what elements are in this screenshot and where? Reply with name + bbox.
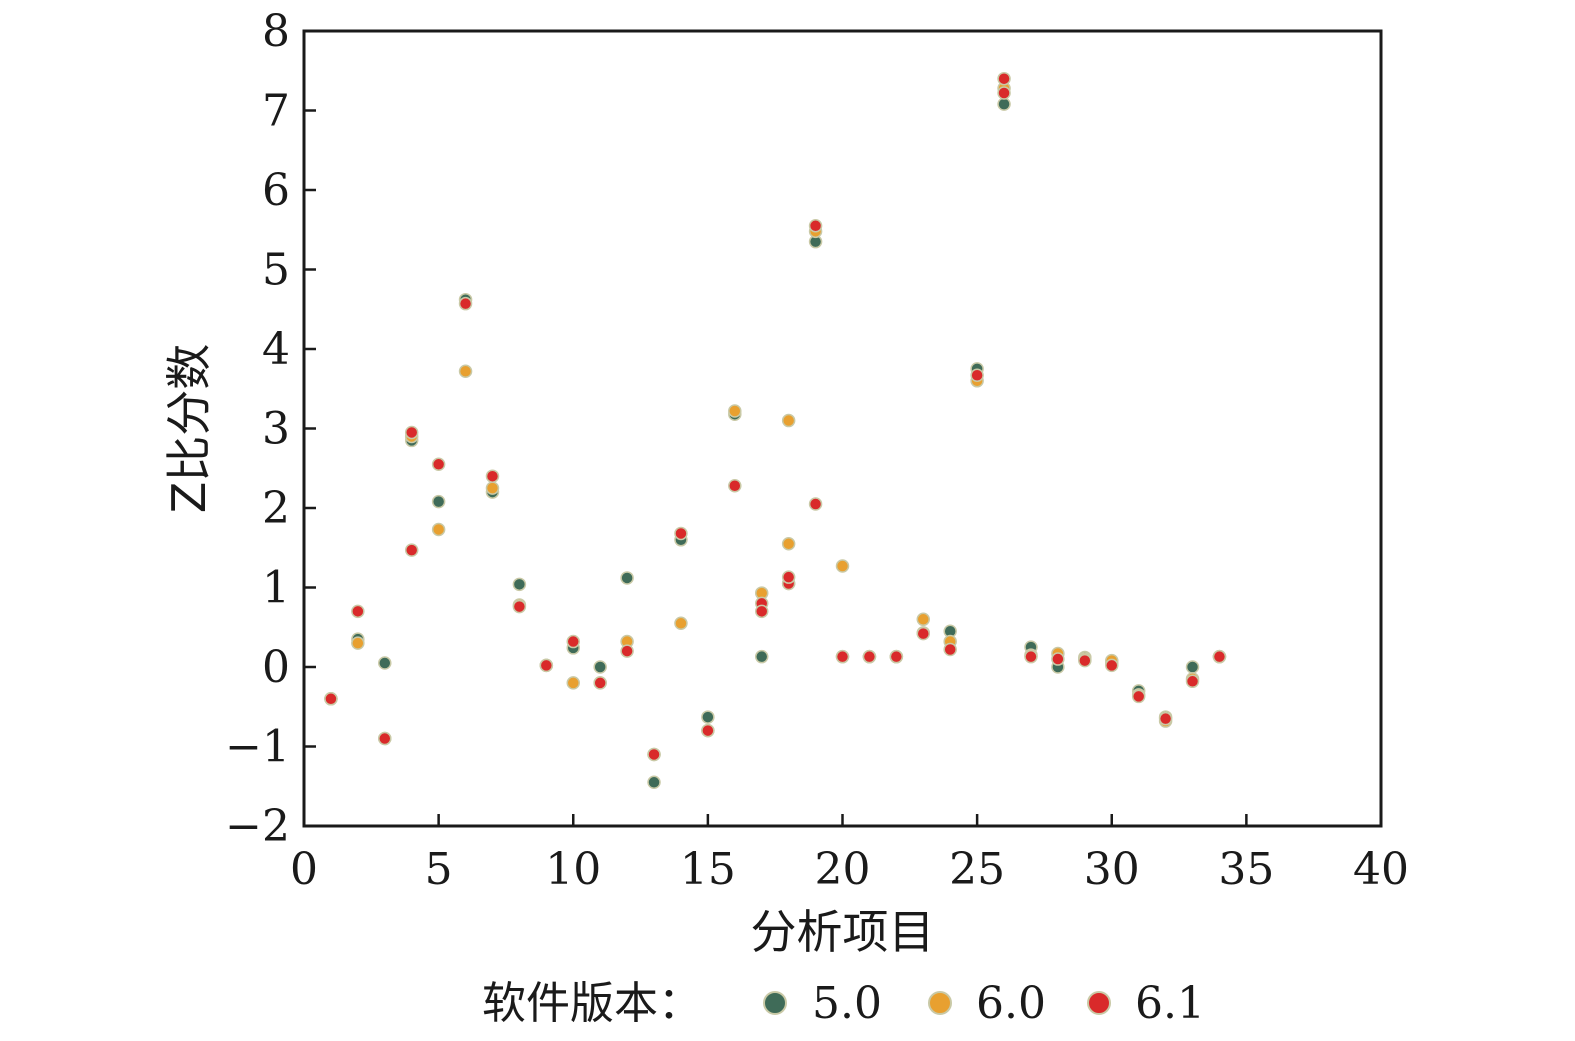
data-point	[593, 660, 607, 674]
data-point	[485, 481, 500, 495]
data-point	[1158, 711, 1173, 726]
data-point	[431, 457, 446, 472]
data-point	[835, 649, 850, 664]
x-tick-label: 5	[425, 844, 453, 895]
data-point	[593, 676, 607, 690]
x-tick-label: 25	[949, 844, 1005, 895]
data-point	[1212, 649, 1227, 664]
y-tick-label: 2	[262, 483, 290, 534]
data-point	[674, 616, 688, 631]
data-point	[458, 296, 473, 311]
data-point	[512, 577, 527, 592]
data-point	[781, 537, 796, 551]
legend: 软件版本： 5.0 6.0 6.1	[482, 978, 1205, 1029]
y-tick-label: 3	[262, 404, 290, 455]
x-tick-label: 10	[545, 844, 601, 895]
data-point	[539, 658, 554, 673]
data-point	[1051, 652, 1065, 666]
data-point	[620, 644, 634, 658]
data-point	[808, 497, 823, 511]
data-point	[458, 364, 473, 379]
data-point	[943, 642, 957, 657]
data-point	[997, 97, 1011, 111]
data-point	[835, 559, 850, 573]
legend-marker-6.0	[928, 991, 952, 1015]
data-point	[674, 526, 688, 541]
data-point	[808, 219, 823, 233]
data-point	[889, 649, 904, 664]
data-point	[1185, 674, 1200, 689]
y-tick-label: 8	[262, 6, 290, 57]
legend-label-5.0: 5.0	[812, 978, 882, 1029]
data-point	[647, 747, 661, 762]
y-tick-label: −1	[225, 722, 290, 773]
data-point	[997, 71, 1011, 86]
data-point	[404, 543, 419, 557]
series-5.0	[324, 97, 1227, 790]
series-6.1	[324, 71, 1227, 762]
data-point	[916, 612, 931, 627]
legend-title: 软件版本：	[482, 978, 702, 1029]
y-tick-label: 4	[262, 324, 290, 375]
y-axis-title: Z比分数	[162, 344, 216, 514]
axes: 0 5 10 15 20 25 30 35 40 −2 −1 0 1 2 3 4 5 6 7 8	[225, 6, 1409, 895]
data-point	[1078, 653, 1092, 668]
y-tick-label: 0	[262, 642, 290, 693]
data-point	[781, 413, 796, 428]
data-point	[701, 723, 715, 738]
data-points	[324, 71, 1227, 790]
y-tick-label: 7	[262, 86, 290, 137]
y-tick-label: 6	[262, 165, 290, 216]
data-point	[431, 494, 446, 509]
y-tick-label: 5	[262, 245, 290, 296]
data-point	[1105, 658, 1119, 673]
plot-frame	[302, 29, 1383, 828]
x-tick-label: 20	[815, 844, 871, 895]
data-point	[1185, 660, 1200, 674]
data-point	[378, 731, 392, 746]
data-point	[754, 649, 769, 664]
data-point	[781, 570, 796, 584]
data-point	[351, 636, 365, 650]
legend-label-6.0: 6.0	[976, 978, 1046, 1029]
x-tick-label: 30	[1084, 844, 1140, 895]
data-point	[566, 676, 580, 690]
axis-labels: 分析项目 Z比分数	[162, 344, 935, 959]
data-point	[351, 604, 365, 619]
data-point	[916, 626, 931, 641]
data-point	[754, 604, 769, 619]
data-point	[728, 404, 742, 418]
x-axis-title: 分析项目	[751, 905, 935, 959]
x-tick-label: 35	[1218, 844, 1274, 895]
data-point	[647, 775, 661, 790]
data-point	[862, 649, 877, 664]
data-point	[566, 634, 580, 649]
data-point	[431, 522, 446, 537]
data-point	[404, 425, 419, 440]
y-tick-label: −2	[225, 801, 290, 852]
data-point	[970, 368, 984, 382]
x-tick-label: 0	[290, 844, 318, 895]
data-point	[512, 599, 527, 614]
y-tick-label: 1	[262, 563, 290, 614]
legend-marker-5.0	[763, 991, 787, 1015]
data-point	[701, 710, 715, 724]
data-point	[378, 656, 392, 670]
data-point	[1131, 689, 1146, 704]
data-point	[324, 692, 338, 706]
legend-marker-6.1	[1087, 991, 1111, 1015]
legend-label-6.1: 6.1	[1135, 978, 1205, 1029]
data-point	[620, 571, 634, 585]
x-tick-label: 40	[1353, 844, 1409, 895]
data-point	[485, 469, 500, 483]
data-point	[728, 478, 742, 493]
data-point	[997, 86, 1011, 100]
data-point	[1024, 649, 1038, 664]
x-tick-label: 15	[680, 844, 736, 895]
